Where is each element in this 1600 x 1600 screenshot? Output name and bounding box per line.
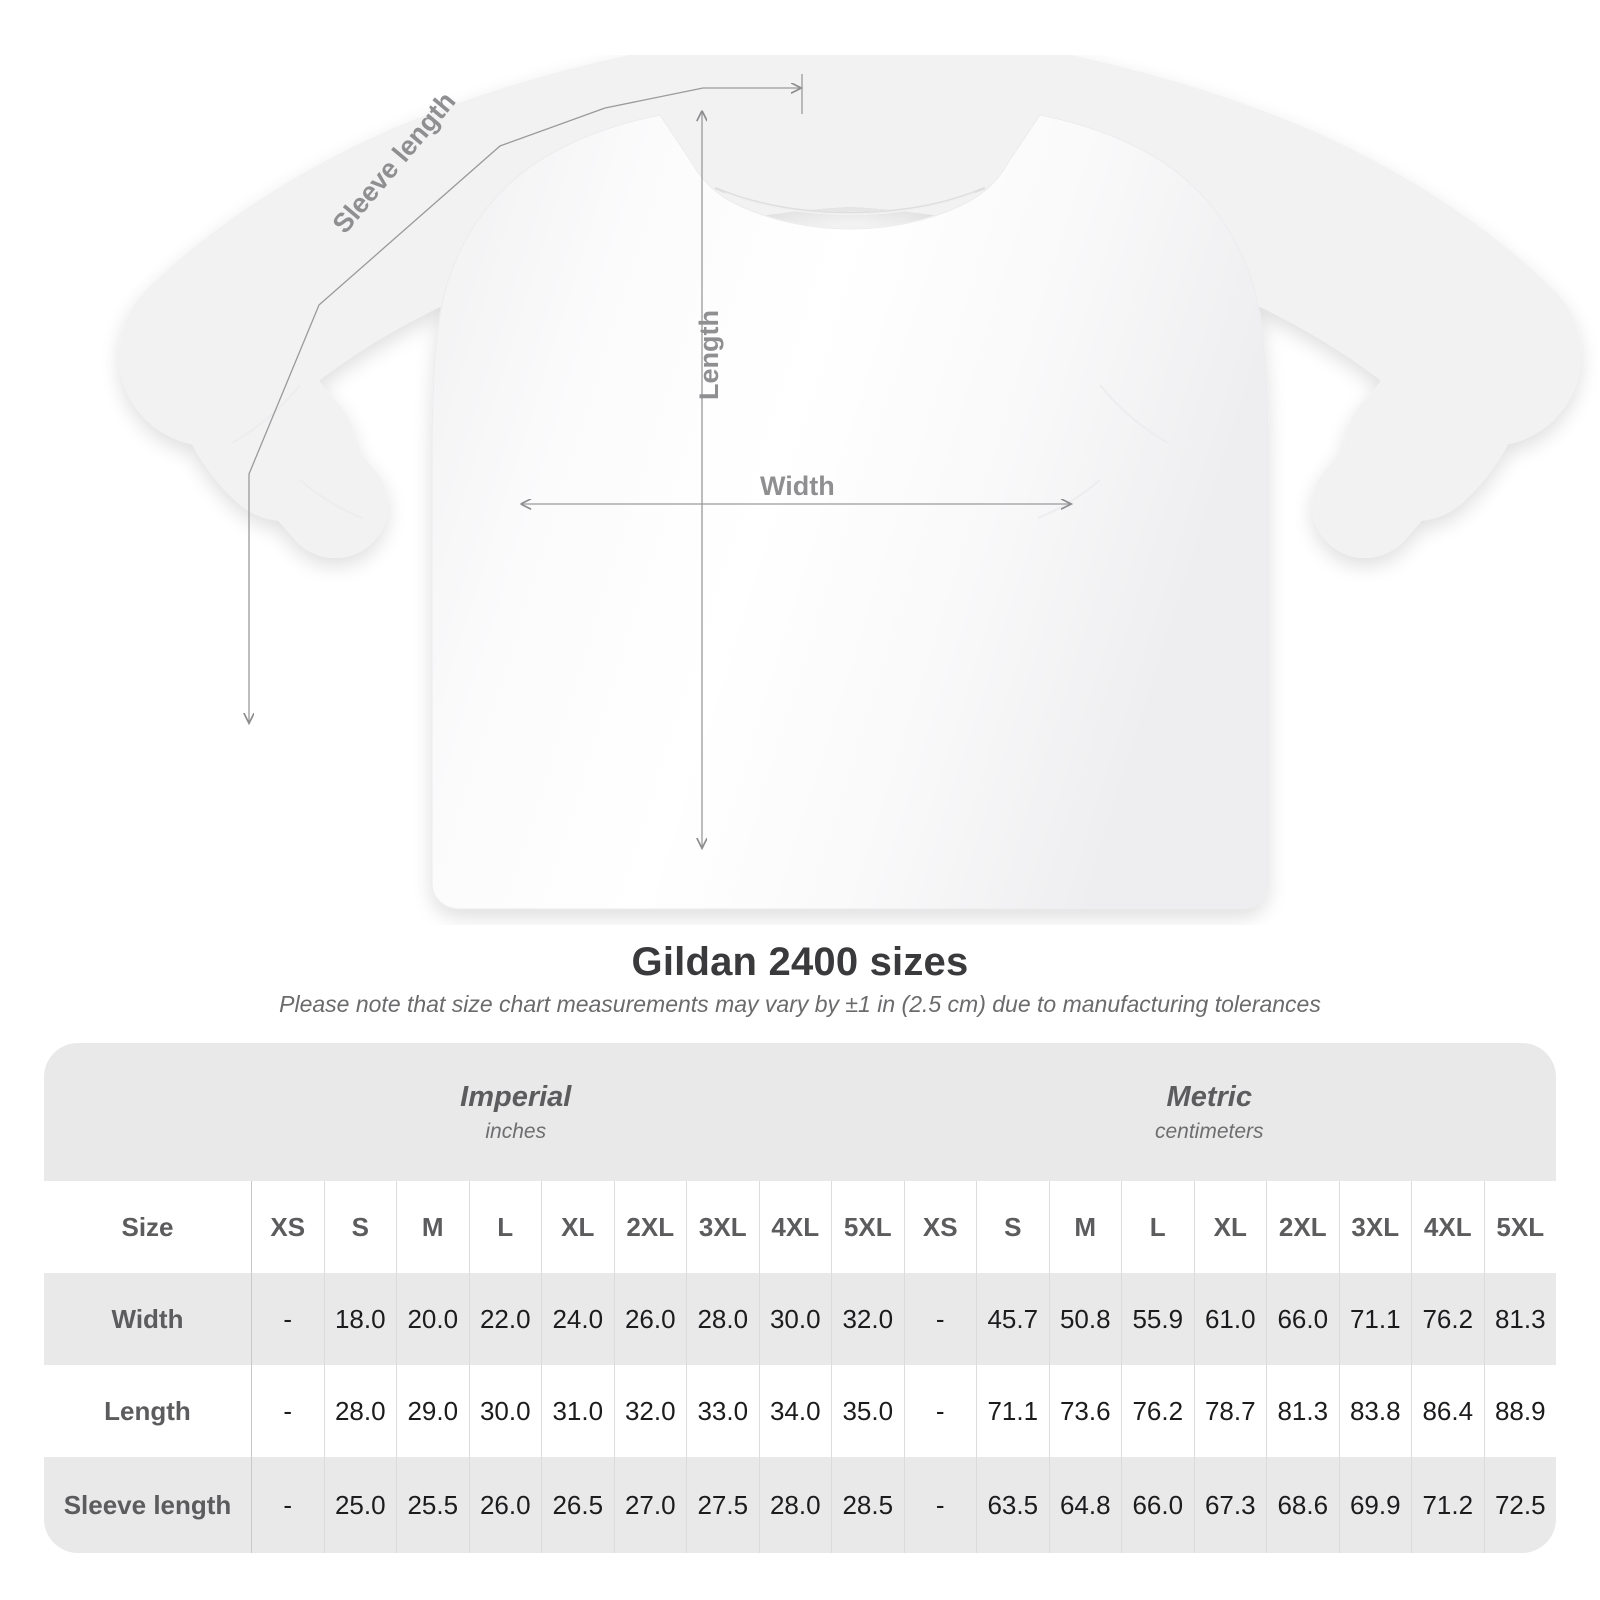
svg-text:Width: Width	[760, 471, 835, 501]
svg-text:Length: Length	[694, 310, 724, 400]
svg-text:Sleeve length: Sleeve length	[327, 86, 462, 239]
